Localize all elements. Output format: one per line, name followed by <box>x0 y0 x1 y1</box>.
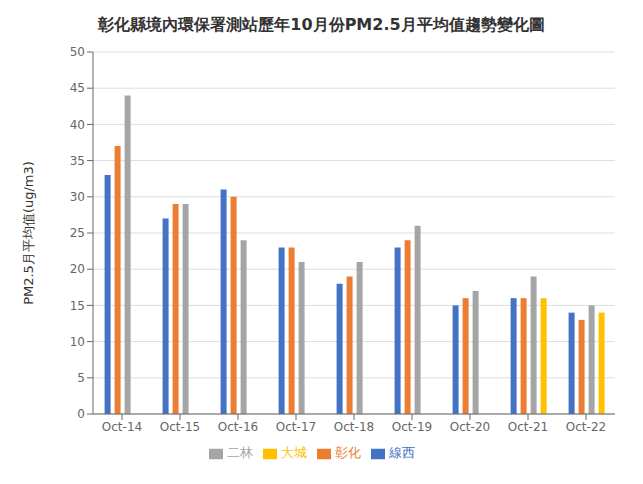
svg-text:Oct-22: Oct-22 <box>566 420 606 434</box>
html-text:彰化: 彰化 <box>334 445 361 460</box>
svg-text:10: 10 <box>70 335 85 349</box>
html-text:二林: 二林 <box>226 445 253 460</box>
svg-text:Oct-14: Oct-14 <box>102 420 142 434</box>
svg-text:50: 50 <box>70 45 85 59</box>
svg-text:25: 25 <box>70 226 85 240</box>
svg-text:Oct-16: Oct-16 <box>218 420 258 434</box>
svg-text:5: 5 <box>77 371 85 385</box>
html-text:大城: 大城 <box>280 445 307 460</box>
svg-text:0: 0 <box>77 407 85 421</box>
svg-text:15: 15 <box>70 299 85 313</box>
svg-text:Oct-21: Oct-21 <box>508 420 548 434</box>
svg-text:Oct-19: Oct-19 <box>392 420 432 434</box>
svg-text:Oct-18: Oct-18 <box>334 420 374 434</box>
html-text:彰化縣境內環保署測站歷年10月份PM2.5月平均值趨勢變化圖: 彰化縣境內環保署測站歷年10月份PM2.5月平均值趨勢變化圖 <box>98 15 545 34</box>
svg-text:Oct-17: Oct-17 <box>276 420 316 434</box>
svg-text:Oct-20: Oct-20 <box>450 420 490 434</box>
svg-text:35: 35 <box>70 154 85 168</box>
svg-text:45: 45 <box>70 81 85 95</box>
svg-text:30: 30 <box>70 190 85 204</box>
svg-text:20: 20 <box>70 262 85 276</box>
html-text:線西: 線西 <box>388 445 415 460</box>
svg-text:PM2.5月平均值(ug/m3): PM2.5月平均值(ug/m3) <box>21 161 36 305</box>
svg-text:40: 40 <box>70 118 85 132</box>
svg-text:Oct-15: Oct-15 <box>160 420 200 434</box>
